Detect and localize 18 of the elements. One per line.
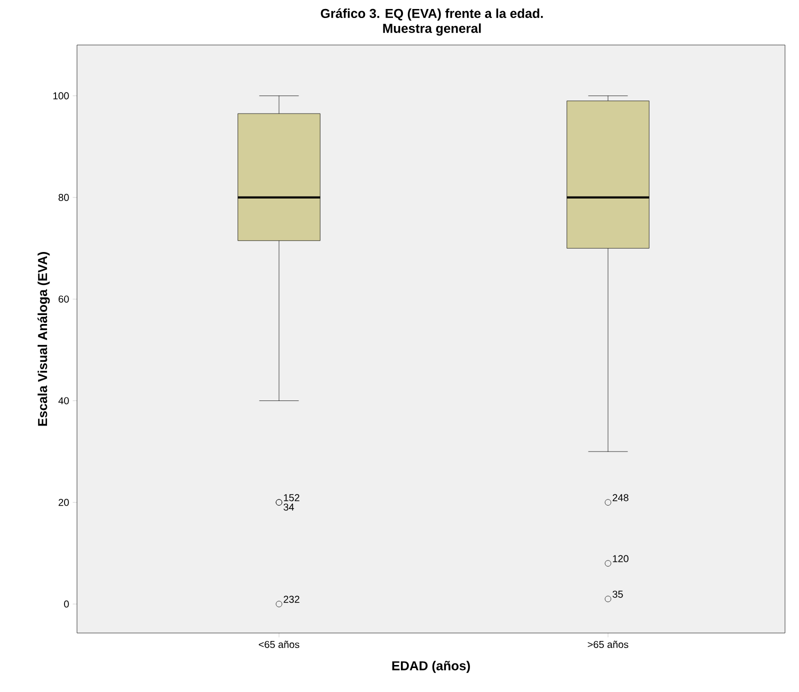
chart-title: Gráfico 3. EQ (EVA) frente a la edad. — [320, 8, 543, 21]
annotation: 35 — [612, 590, 623, 598]
y-tick-label: 40 — [58, 397, 69, 404]
x-tick-label: <65 años — [258, 640, 300, 648]
y-axis-title: Escala Visual Análoga (EVA) — [38, 252, 50, 426]
y-tick-label: 60 — [58, 296, 69, 303]
annotation: 232 — [284, 596, 300, 603]
annotation: 120 — [612, 555, 628, 562]
x-tick-label: >65 años — [588, 640, 628, 648]
y-tick-label: 0 — [64, 600, 69, 608]
annotation: 248 — [612, 494, 628, 502]
chart-subtitle: Muestra general — [383, 23, 481, 36]
annotation: 152 — [284, 494, 300, 502]
y-tick-label: 20 — [58, 498, 69, 506]
y-tick-label: 80 — [58, 194, 69, 201]
y-tick-label: 100 — [53, 92, 69, 100]
annotation: 34 — [284, 504, 294, 511]
x-axis-title: EDAD (años) — [392, 660, 470, 673]
